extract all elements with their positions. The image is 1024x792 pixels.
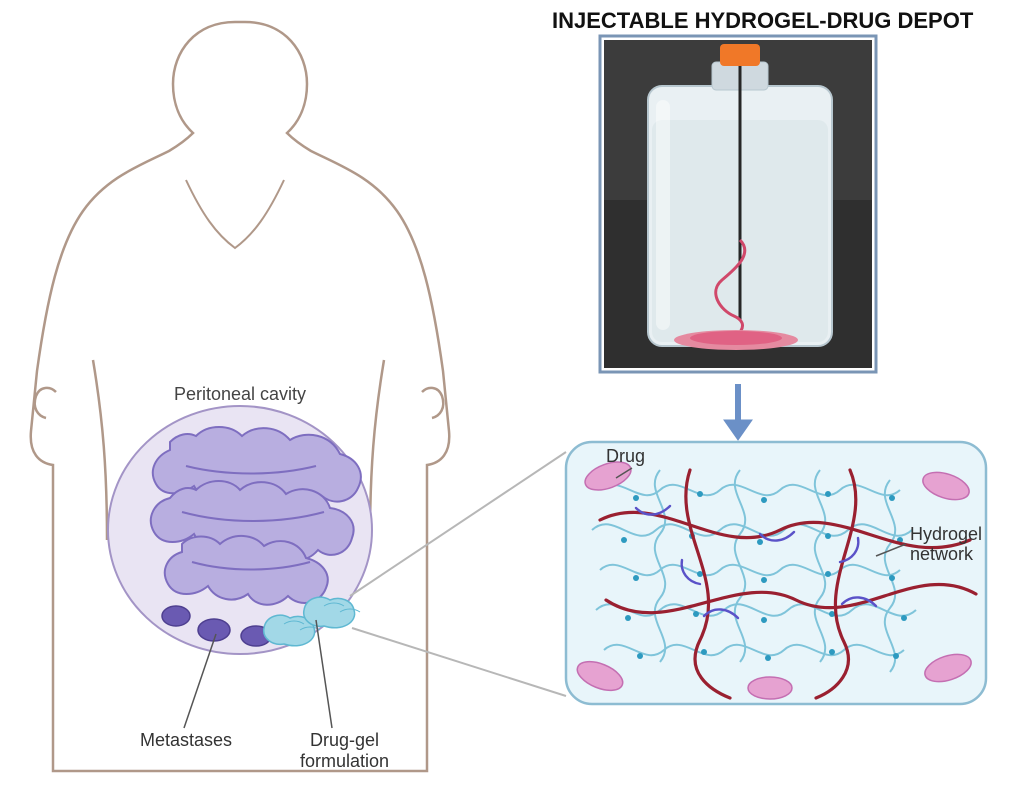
diagram-canvas: Peritoneal cavity xyxy=(0,0,1024,792)
page-title: INJECTABLE HYDROGEL-DRUG DEPOT xyxy=(552,8,973,34)
zoom-panel: Drug Hydrogel network xyxy=(566,442,986,704)
flow-arrow xyxy=(724,384,752,440)
gel-label: Drug-gel formulation xyxy=(300,730,389,772)
drug-label: Drug xyxy=(606,446,645,466)
vial-photo xyxy=(600,36,876,372)
metastases-label: Metastases xyxy=(140,730,232,751)
drug xyxy=(748,677,792,699)
metastasis xyxy=(162,606,190,626)
gel-blob xyxy=(304,597,355,628)
cavity-label: Peritoneal cavity xyxy=(174,384,306,404)
hydrogel-label-l2: network xyxy=(910,544,974,564)
hydrogel-label-l1: Hydrogel xyxy=(910,524,982,544)
syringe-cap xyxy=(720,44,760,66)
